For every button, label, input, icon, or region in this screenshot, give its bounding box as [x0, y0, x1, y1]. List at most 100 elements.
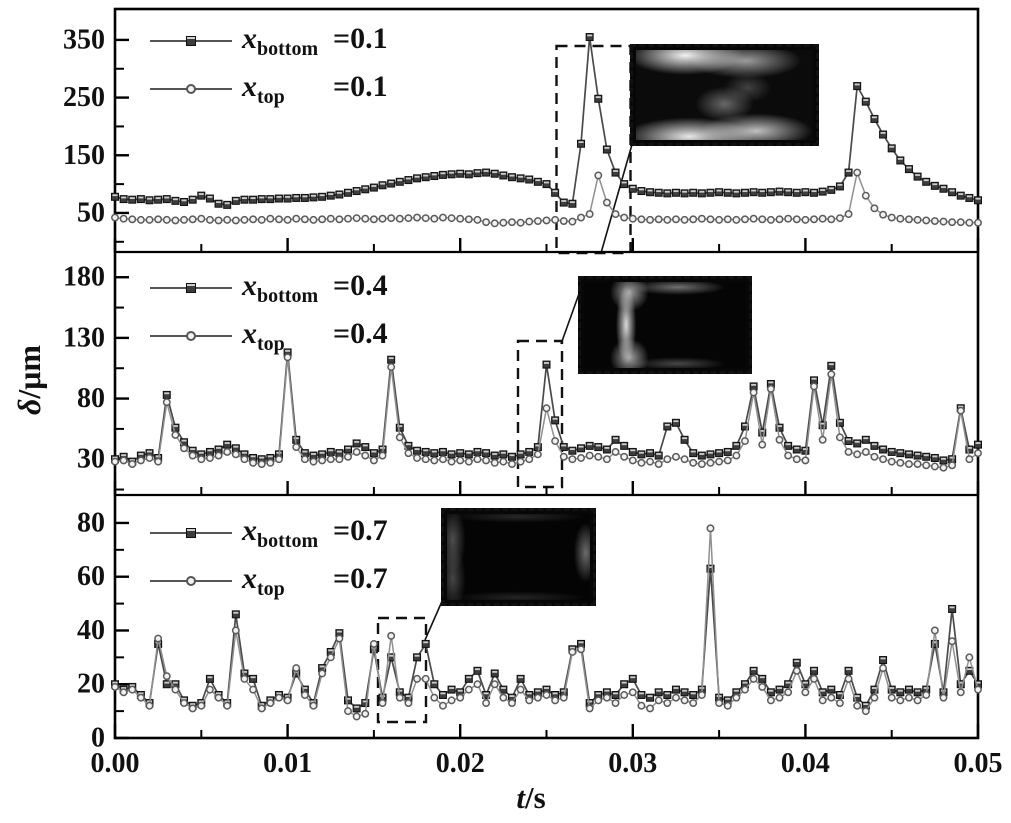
marker-square [361, 443, 370, 452]
marker-square-highlight [285, 349, 291, 352]
marker-square [568, 446, 577, 455]
marker-circle [154, 634, 163, 643]
marker-square-highlight [690, 692, 696, 695]
marker-square-highlight [207, 449, 213, 452]
marker-circle [162, 672, 171, 681]
marker-square-highlight [276, 692, 282, 695]
marker-circle [300, 691, 309, 699]
marker-circle [801, 688, 810, 697]
marker-square [723, 447, 732, 456]
circle-marker-icon [186, 576, 196, 586]
marker-square [223, 200, 232, 209]
marker-circle [689, 215, 698, 224]
marker-square [266, 195, 275, 204]
marker-square [663, 189, 672, 198]
y-axis-label: δ/μm [11, 344, 47, 416]
marker-circle [378, 699, 387, 708]
marker-circle [637, 215, 646, 224]
marker-square [758, 674, 767, 683]
marker-circle [723, 215, 732, 224]
marker-square-highlight [846, 438, 852, 441]
legend-label: xbottom =0.4 [242, 268, 388, 307]
marker-square-highlight [293, 437, 299, 440]
marker-circle [240, 215, 249, 224]
marker-square [395, 177, 404, 186]
callout-box-panel2 [516, 339, 564, 489]
y-tick-label: 20 [77, 669, 105, 700]
marker-square-highlight [250, 676, 256, 679]
marker-square [671, 685, 680, 694]
marker-square-highlight [216, 201, 222, 204]
marker-circle [715, 457, 724, 466]
marker-square [438, 690, 447, 699]
marker-square [818, 187, 827, 196]
marker-circle [559, 693, 568, 702]
marker-square-highlight [371, 450, 377, 453]
x-tick-label: 0.01 [263, 748, 312, 779]
marker-square [430, 680, 439, 689]
marker-circle [249, 458, 258, 467]
marker-square-highlight [647, 695, 653, 697]
marker-circle [205, 215, 214, 224]
marker-square-highlight [673, 687, 679, 689]
marker-circle [939, 693, 948, 702]
marker-circle [369, 456, 378, 465]
marker-circle [318, 669, 327, 678]
marker-square-highlight [906, 166, 912, 169]
legend-label: xtop =0.7 [242, 561, 388, 600]
marker-square [844, 666, 853, 675]
marker-square-highlight [690, 190, 696, 193]
marker-square [274, 194, 283, 203]
marker-square-highlight [561, 689, 567, 692]
marker-square-highlight [492, 670, 498, 673]
marker-square [533, 177, 542, 186]
marker-square-highlight [285, 196, 291, 198]
marker-square [879, 130, 888, 139]
marker-square [585, 33, 594, 42]
marker-circle [628, 456, 637, 465]
circle-marker-icon [186, 331, 196, 341]
marker-circle [887, 693, 896, 702]
marker-square-highlight [431, 681, 437, 684]
marker-square-highlight [949, 456, 955, 459]
marker-square [249, 674, 258, 683]
marker-circle [922, 691, 931, 699]
marker-square-highlight [397, 425, 403, 427]
marker-square [205, 674, 214, 683]
marker-square-highlight [138, 196, 144, 199]
marker-circle [542, 404, 551, 413]
marker-circle [162, 215, 171, 224]
marker-square [680, 435, 689, 444]
panel-1: 350 250 150 50 [63, 24, 982, 252]
marker-square-highlight [578, 641, 584, 644]
marker-square [671, 418, 680, 427]
marker-circle [490, 458, 499, 467]
marker-circle [214, 451, 223, 460]
marker-square-highlight [336, 191, 342, 194]
marker-square-highlight [811, 668, 817, 671]
y-tick-label: 180 [63, 262, 105, 293]
marker-circle [136, 456, 145, 465]
legend-label: xtop =0.1 [242, 69, 388, 108]
marker-circle [352, 712, 361, 721]
marker-circle [223, 215, 232, 224]
marker-circle [758, 215, 767, 224]
marker-circle [473, 680, 482, 689]
marker-square-highlight [915, 453, 921, 455]
marker-square [559, 198, 568, 207]
marker-square-highlight [405, 443, 411, 446]
marker-circle [344, 707, 352, 716]
marker-square-highlight [768, 689, 774, 692]
callout-box-panel3 [376, 616, 428, 724]
marker-circle [775, 693, 784, 702]
marker-circle [758, 440, 767, 449]
marker-square-highlight [897, 450, 903, 453]
marker-square-highlight [526, 692, 532, 695]
panel-3: 80 60 40 20 0 [77, 507, 982, 754]
marker-square-highlight [233, 198, 239, 201]
marker-circle [490, 680, 499, 689]
marker-square-highlight [949, 606, 955, 609]
marker-square [577, 139, 586, 148]
marker-square [594, 443, 603, 452]
marker-square-highlight [518, 451, 524, 454]
